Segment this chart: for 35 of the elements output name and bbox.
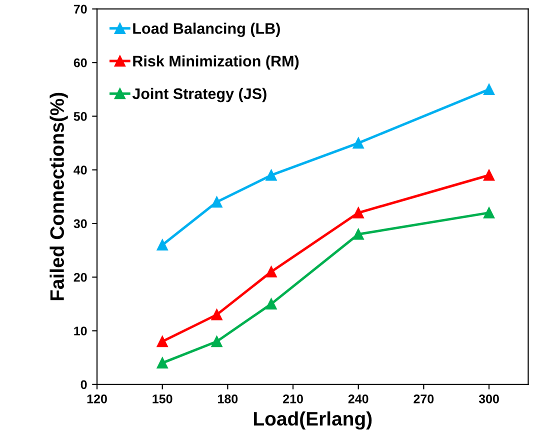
x-tick-label: 300 (478, 394, 499, 404)
y-tick-label: 50 (74, 112, 87, 121)
y-tick-label: 0 (80, 380, 87, 390)
point (352, 207, 364, 218)
point (483, 170, 495, 181)
y-tick-label: 40 (74, 166, 87, 175)
point (266, 298, 277, 310)
x-tick-label: 180 (218, 394, 238, 404)
x-tick-label: 150 (152, 394, 172, 404)
x-tick-label: 120 (87, 394, 107, 404)
y-tick-label: 30 (74, 219, 87, 228)
point (483, 207, 495, 218)
point (211, 309, 222, 320)
point (352, 137, 364, 149)
legend-label: Load Balancing (LB) (133, 22, 280, 37)
point (211, 196, 222, 208)
legend-label: Joint Strategy (JS) (132, 88, 266, 102)
y-axis-title: Failed Connections(%) (50, 92, 68, 300)
point (266, 170, 277, 181)
y-tick-label: 60 (74, 58, 87, 68)
x-axis-title: Load(Erlang) (254, 411, 372, 430)
y-tick-label: 10 (74, 326, 87, 336)
point (266, 266, 277, 278)
y-tick-label: 70 (74, 4, 87, 14)
x-tick-label: 270 (414, 394, 434, 404)
point (211, 336, 222, 348)
legend-label: Risk Minimization (RM) (133, 55, 299, 70)
point (352, 228, 364, 240)
point (156, 336, 168, 348)
point (156, 239, 168, 251)
x-tick-label: 240 (348, 394, 368, 404)
point (483, 84, 495, 95)
y-tick-label: 20 (74, 272, 87, 282)
point (156, 357, 168, 369)
x-tick-label: 210 (283, 394, 303, 404)
